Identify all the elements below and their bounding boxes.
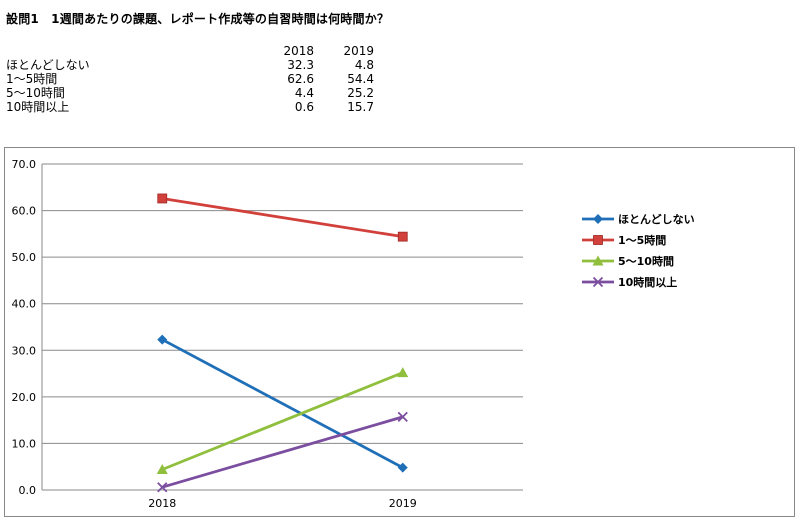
legend-label: 5～10時間 [618,254,674,268]
data-point [397,367,409,378]
table-header-2019: 2019 [343,44,374,58]
table-row-label: 10時間以上 [6,100,70,114]
table-row: ほとんどしない 32.3 4.8 [6,58,374,72]
legend-label: 1～5時間 [618,233,666,247]
legend-marker [593,214,603,224]
table-cell: 54.4 [347,72,374,86]
table-row-label: 5～10時間 [6,86,65,100]
table-cell: 32.3 [287,58,314,72]
data-point [397,462,408,473]
legend-label: ほとんどしない [618,213,695,226]
table-cell: 62.6 [287,72,314,86]
table-cell: 0.6 [294,100,314,114]
data-point [157,334,168,345]
data-point [157,193,168,204]
y-tick-label: 30.0 [12,344,37,357]
data-point [156,464,168,475]
table-row: 10時間以上 0.6 15.7 [6,100,374,114]
table-row-label: 1～5時間 [6,72,58,86]
data-table: 2018 2019 ほとんどしない 32.3 4.8 1～5時間 62.6 54… [6,44,374,114]
table-row: 1～5時間 62.6 54.4 [6,72,374,86]
table-cell: 4.8 [354,58,374,72]
y-tick-label: 20.0 [12,391,37,404]
data-point [397,411,408,423]
table-row: 5～10時間 4.4 25.2 [6,86,374,100]
chart-frame: 0.0 10.0 20.0 30.0 40.0 50.0 60.0 70.0 2018 2019 ほ… [4,147,795,517]
y-tick-label: 70.0 [12,158,37,171]
y-tick-label: 0.0 [19,484,37,497]
table-header-2018: 2018 [283,44,314,58]
legend-marker [592,255,604,266]
line-chart: 0.0 10.0 20.0 30.0 40.0 50.0 60.0 70.0 2018 2019 ほ… [12,158,695,510]
y-tick-label: 60.0 [12,205,37,218]
page-title: 設問1 1週間あたりの課題、レポート作成等の自習時間は何時間か？ [6,12,390,26]
table-header-row: 2018 2019 [6,44,374,58]
y-tick-label: 40.0 [12,298,37,311]
table-header-blank [6,44,264,58]
series-line [162,197,403,239]
legend-marker [593,235,603,245]
y-tick-label: 10.0 [12,437,37,450]
legend-marker [592,276,604,288]
y-tick-label: 50.0 [12,251,37,264]
series-line [161,338,404,469]
series-line [161,371,404,471]
table-cell: 15.7 [347,100,374,114]
legend-label: 10時間以上 [618,275,677,289]
table-row-label: ほとんどしない [6,58,90,72]
x-tick-label: 2018 [148,497,176,510]
series-line [161,415,404,489]
data-point [397,231,408,242]
data-point [157,482,168,493]
x-tick-label: 2019 [389,497,417,510]
table-cell: 4.4 [294,86,314,100]
table-cell: 25.2 [347,86,374,100]
